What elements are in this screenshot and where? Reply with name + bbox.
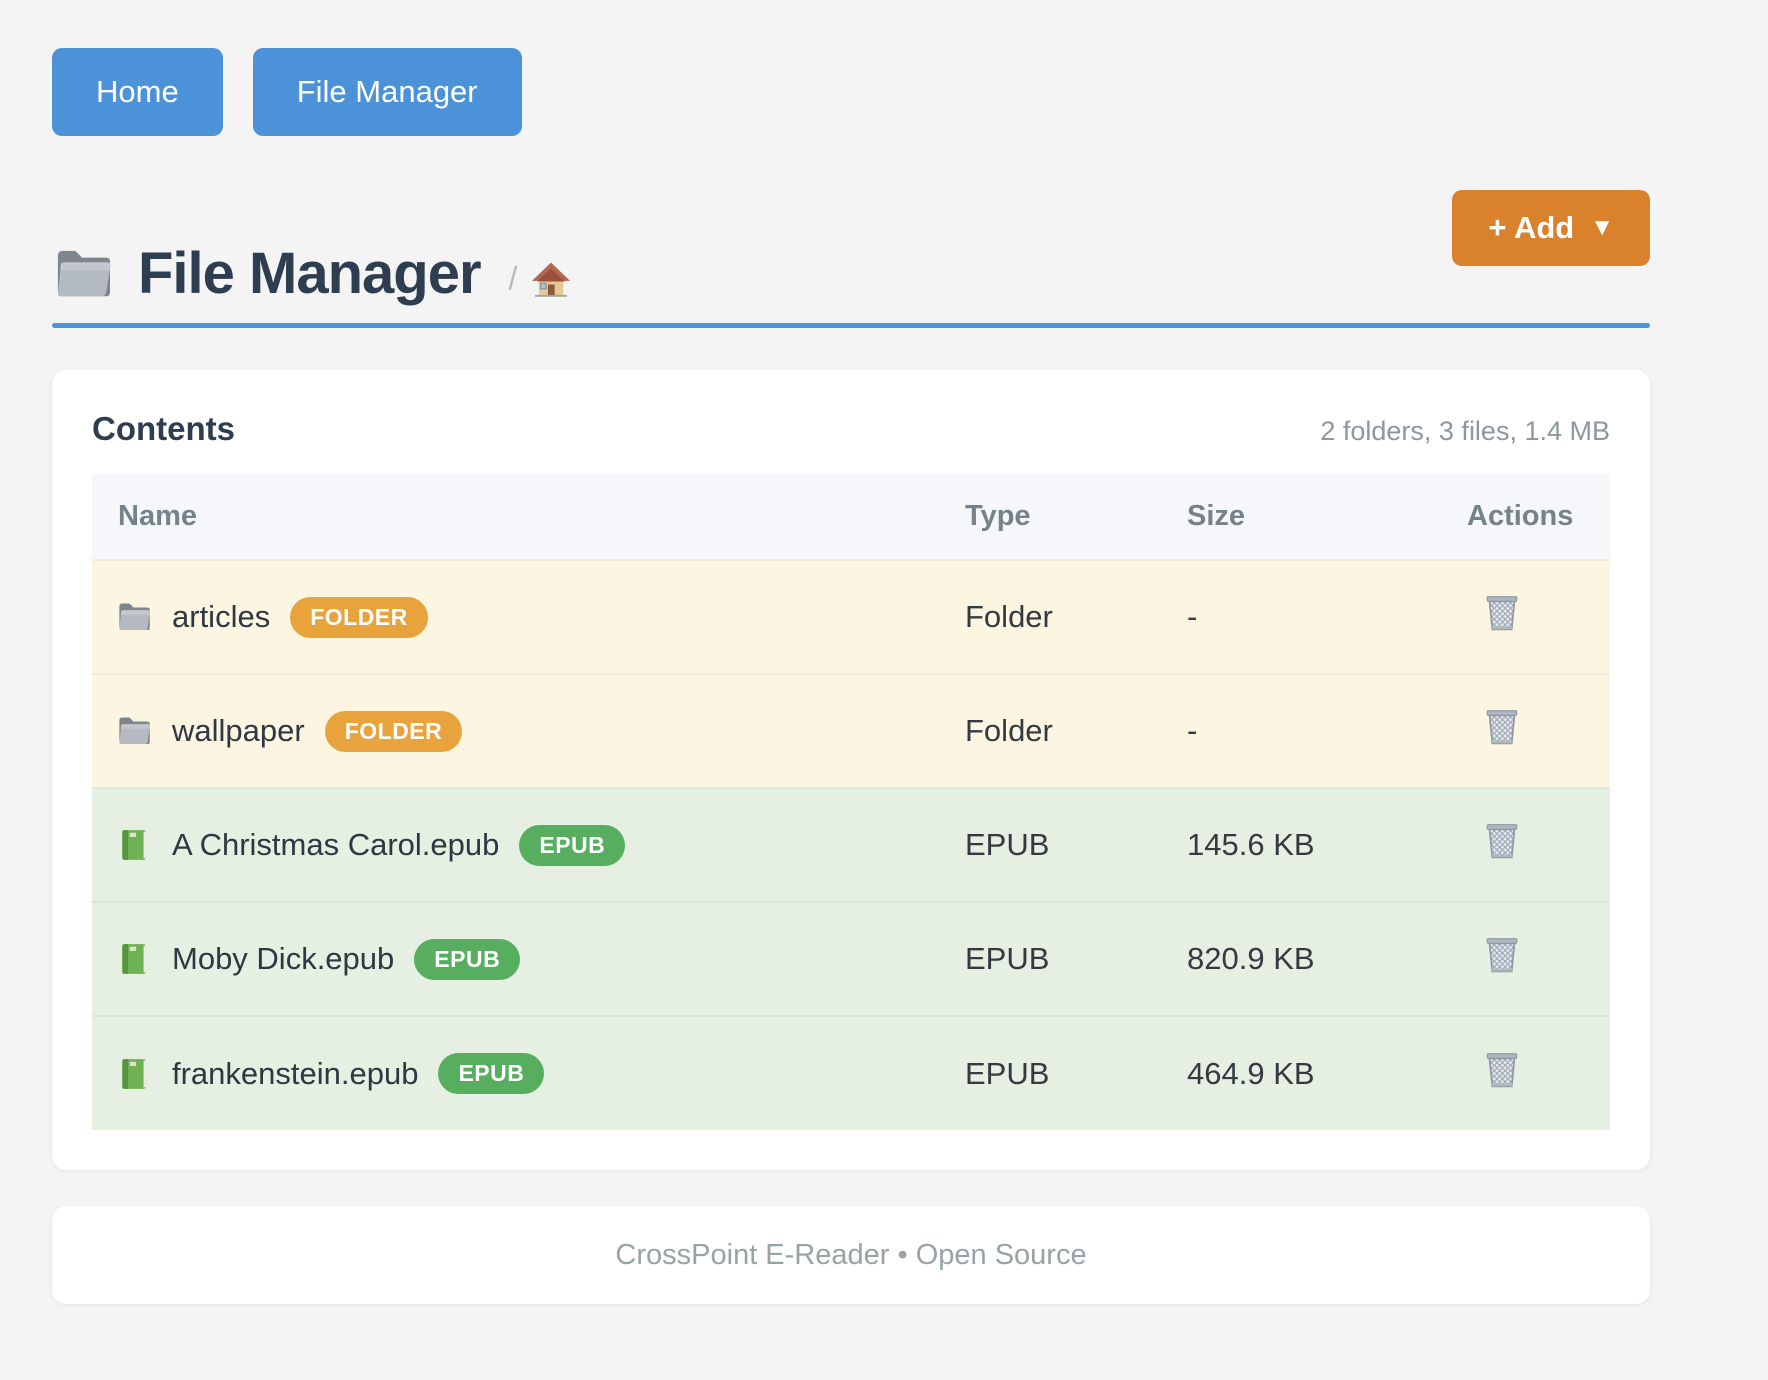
page: Home File Manager + Add ▼ File Manager /: [52, 0, 1650, 1304]
book-icon: [116, 1057, 152, 1091]
delete-button[interactable]: [1467, 706, 1521, 748]
table-row: frankenstein.epub EPUB EPUB 464.9 KB: [92, 1015, 1610, 1130]
size-cell: 464.9 KB: [1187, 1015, 1467, 1130]
folder-icon: [116, 600, 152, 634]
file-name[interactable]: articles: [172, 599, 271, 634]
page-title: File Manager: [138, 241, 482, 306]
column-header-type: Type: [965, 500, 1031, 532]
home-icon[interactable]: [531, 260, 571, 298]
contents-card-header: Contents 2 folders, 3 files, 1.4 MB: [92, 410, 1610, 448]
table-row: articles FOLDER Folder -: [92, 559, 1610, 674]
column-header-actions: Actions: [1467, 500, 1574, 532]
type-badge: EPUB: [519, 824, 626, 866]
page-header: + Add ▼ File Manager /: [52, 190, 1650, 307]
breadcrumb-separator: /: [508, 260, 518, 296]
file-name[interactable]: frankenstein.epub: [172, 1055, 419, 1091]
size-cell: 145.6 KB: [1187, 787, 1467, 902]
trash-icon: [1483, 934, 1521, 976]
contents-summary: 2 folders, 3 files, 1.4 MB: [1320, 416, 1610, 446]
name-cell: articles FOLDER: [92, 596, 965, 638]
delete-button[interactable]: [1467, 1049, 1521, 1091]
table-header-row: Name Type Size Actions: [92, 474, 1610, 560]
folder-icon: [116, 714, 152, 748]
name-cell: Moby Dick.epub EPUB: [92, 938, 965, 980]
file-name[interactable]: wallpaper: [172, 713, 305, 748]
folder-icon: [52, 246, 114, 302]
footer-text: CrossPoint E-Reader • Open Source: [615, 1238, 1087, 1271]
type-badge: EPUB: [414, 938, 521, 980]
title-line: File Manager /: [52, 190, 1650, 307]
type-badge: FOLDER: [290, 596, 428, 638]
file-name[interactable]: Moby Dick.epub: [172, 941, 395, 976]
size-cell: -: [1187, 673, 1467, 788]
name-cell: wallpaper FOLDER: [92, 710, 965, 752]
type-cell: Folder: [965, 673, 1187, 788]
table-row: Moby Dick.epub EPUB EPUB 820.9 KB: [92, 901, 1610, 1016]
delete-button[interactable]: [1467, 592, 1521, 634]
type-badge: FOLDER: [324, 710, 463, 752]
name-cell: frankenstein.epub EPUB: [92, 1053, 965, 1094]
type-cell: Folder: [965, 559, 1187, 674]
top-navigation: Home File Manager: [52, 0, 1650, 136]
accent-divider: [52, 323, 1650, 328]
file-name[interactable]: A Christmas Carol.epub: [172, 827, 500, 862]
book-icon: [116, 942, 152, 976]
contents-card: Contents 2 folders, 3 files, 1.4 MB Name…: [52, 370, 1650, 1170]
contents-title: Contents: [92, 410, 235, 447]
delete-button[interactable]: [1467, 934, 1521, 976]
trash-icon: [1483, 706, 1521, 748]
footer: CrossPoint E-Reader • Open Source: [52, 1206, 1650, 1304]
column-header-name: Name: [118, 500, 197, 532]
type-badge: EPUB: [438, 1053, 545, 1094]
column-header-size: Size: [1187, 500, 1246, 532]
add-button-label: + Add: [1488, 210, 1575, 245]
table-row: wallpaper FOLDER Folder -: [92, 673, 1610, 788]
trash-icon: [1483, 1049, 1521, 1091]
size-cell: 820.9 KB: [1187, 901, 1467, 1016]
trash-icon: [1483, 592, 1521, 634]
add-button[interactable]: + Add ▼: [1452, 190, 1650, 266]
file-table: Name Type Size Actions: [92, 474, 1610, 1130]
type-cell: EPUB: [965, 1015, 1187, 1130]
table-row: A Christmas Carol.epub EPUB EPUB 145.6 K…: [92, 787, 1610, 902]
nav-button-home[interactable]: Home: [52, 48, 223, 136]
name-cell: A Christmas Carol.epub EPUB: [92, 824, 965, 866]
nav-button-file-manager[interactable]: File Manager: [252, 48, 522, 136]
breadcrumb: /: [509, 250, 572, 298]
book-icon: [116, 828, 152, 862]
type-cell: EPUB: [965, 787, 1187, 902]
delete-button[interactable]: [1467, 820, 1521, 862]
caret-down-icon: ▼: [1590, 214, 1614, 241]
type-cell: EPUB: [965, 901, 1187, 1016]
size-cell: -: [1187, 559, 1467, 674]
trash-icon: [1483, 820, 1521, 862]
